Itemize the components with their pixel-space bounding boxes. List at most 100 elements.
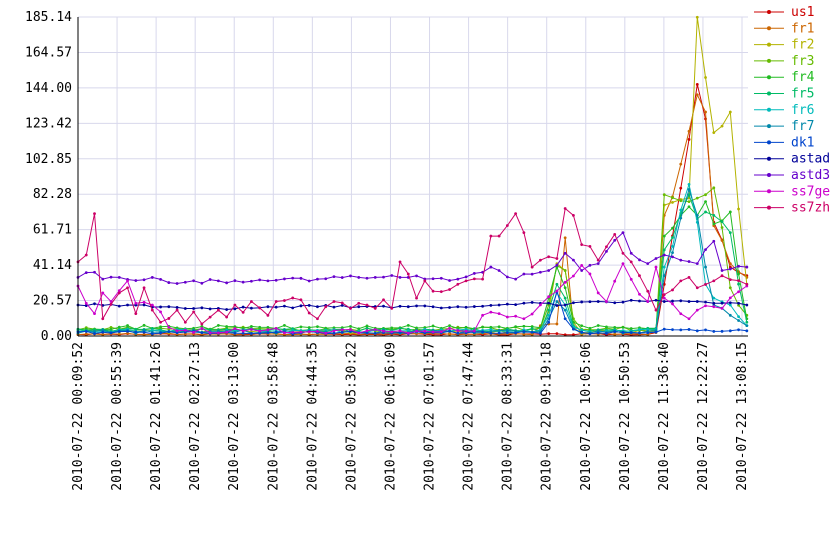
series-line-ss7zh: [77, 207, 748, 325]
data-point-fr2: [671, 201, 674, 204]
legend-label-astd3: astd3: [791, 168, 830, 183]
data-point-astd3: [489, 265, 493, 269]
data-point-fr7: [671, 251, 674, 255]
data-point-fr6: [662, 265, 666, 269]
data-point-fr7: [596, 329, 600, 333]
data-point-ss7zh: [382, 298, 385, 302]
data-point-fr4: [621, 325, 625, 329]
x-tick-label: 2010-07-22 13:08:15: [735, 342, 750, 491]
data-point-fr1: [448, 333, 451, 336]
data-point-astad: [522, 301, 526, 305]
data-point-fr6: [489, 328, 493, 331]
data-point-dk1: [629, 331, 633, 335]
data-point-astd3: [167, 281, 171, 284]
data-point-ss7ge: [183, 328, 187, 332]
data-point-astd3: [349, 274, 352, 278]
data-point-fr6: [547, 313, 551, 317]
data-point-astad: [596, 300, 600, 303]
data-point-astd3: [249, 279, 253, 283]
data-point-astad: [464, 305, 468, 309]
data-point-ss7ge: [134, 301, 138, 305]
data-point-fr5: [555, 282, 559, 286]
data-point-astd3: [192, 279, 195, 283]
data-point-astad: [737, 301, 740, 305]
data-point-fr4: [283, 323, 286, 327]
data-point-ss7ge: [489, 310, 493, 314]
data-point-us1: [679, 186, 683, 190]
data-point-fr4: [522, 324, 526, 328]
data-point-astd3: [448, 279, 451, 282]
data-point-dk1: [704, 328, 707, 332]
data-point-ss7zh: [456, 282, 460, 286]
data-point-dk1: [266, 331, 270, 335]
legend-label-dk1: dk1: [791, 135, 814, 150]
data-point-ss7ge: [580, 263, 584, 267]
data-point-ss7ge: [150, 303, 154, 307]
data-point-ss7ge: [497, 312, 501, 316]
data-point-fr5: [365, 326, 369, 330]
data-point-fr4: [233, 325, 237, 329]
x-tick-label: 2010-07-22 07:01:57: [423, 342, 438, 491]
data-point-ss7ge: [332, 329, 336, 333]
data-point-ss7zh: [629, 260, 633, 264]
data-point-ss7zh: [192, 310, 195, 314]
data-point-ss7zh: [283, 299, 286, 302]
data-point-fr4: [142, 323, 146, 327]
data-point-fr5: [134, 327, 138, 331]
data-point-ss7ge: [654, 265, 658, 269]
data-point-astd3: [605, 249, 608, 253]
data-point-astd3: [472, 272, 476, 275]
data-point-fr7: [555, 300, 559, 303]
data-point-ss7ge: [514, 314, 518, 318]
data-point-dk1: [134, 330, 138, 334]
data-point-fr4: [728, 210, 732, 214]
data-point-ss7zh: [266, 313, 270, 317]
data-point-ss7zh: [464, 279, 468, 283]
data-point-ss7zh: [588, 245, 592, 248]
data-point-astad: [192, 307, 195, 310]
data-point-ss7ge: [712, 305, 716, 309]
data-point-astad: [580, 300, 584, 304]
data-point-astad: [745, 303, 749, 307]
data-point-dk1: [505, 331, 509, 335]
data-point-astd3: [728, 267, 732, 271]
data-point-ss7zh: [679, 279, 683, 283]
series-lines: [76, 15, 749, 337]
data-point-ss7zh: [522, 231, 526, 235]
data-point-fr7: [497, 328, 501, 332]
data-point-astad: [505, 302, 509, 306]
data-point-ss7ge: [464, 329, 468, 333]
data-point-astd3: [538, 270, 542, 274]
data-point-ss7zh: [93, 212, 96, 216]
data-point-ss7zh: [563, 207, 567, 210]
legend-marker-fr7: [767, 124, 771, 129]
data-point-astd3: [737, 264, 740, 268]
data-point-astad: [208, 307, 212, 311]
data-point-astd3: [299, 276, 303, 280]
x-tick-label: 2010-07-22 09:19:18: [540, 342, 555, 491]
data-point-astd3: [456, 277, 460, 281]
data-point-astad: [448, 306, 451, 309]
data-point-astad: [712, 301, 716, 305]
data-point-dk1: [456, 331, 460, 335]
data-point-ss7zh: [662, 293, 666, 297]
data-point-ss7zh: [481, 277, 484, 281]
data-point-fr5: [687, 193, 691, 197]
data-point-astd3: [530, 272, 534, 276]
data-point-fr5: [563, 296, 567, 300]
data-point-astd3: [646, 262, 650, 266]
y-tick-label: 123.42: [25, 116, 72, 131]
legend-label-fr6: fr6: [791, 103, 814, 118]
data-point-ss7ge: [439, 330, 443, 334]
data-point-astd3: [307, 279, 311, 283]
data-point-astd3: [720, 269, 724, 272]
data-point-dk1: [489, 331, 493, 335]
data-point-fr7: [505, 329, 509, 332]
data-point-astd3: [398, 276, 402, 279]
legend-label-fr3: fr3: [791, 54, 814, 69]
data-point-ss7zh: [448, 288, 451, 291]
data-point-ss7ge: [720, 307, 724, 310]
data-point-fr6: [679, 208, 683, 212]
data-point-astad: [439, 306, 443, 310]
data-point-astd3: [580, 269, 584, 272]
